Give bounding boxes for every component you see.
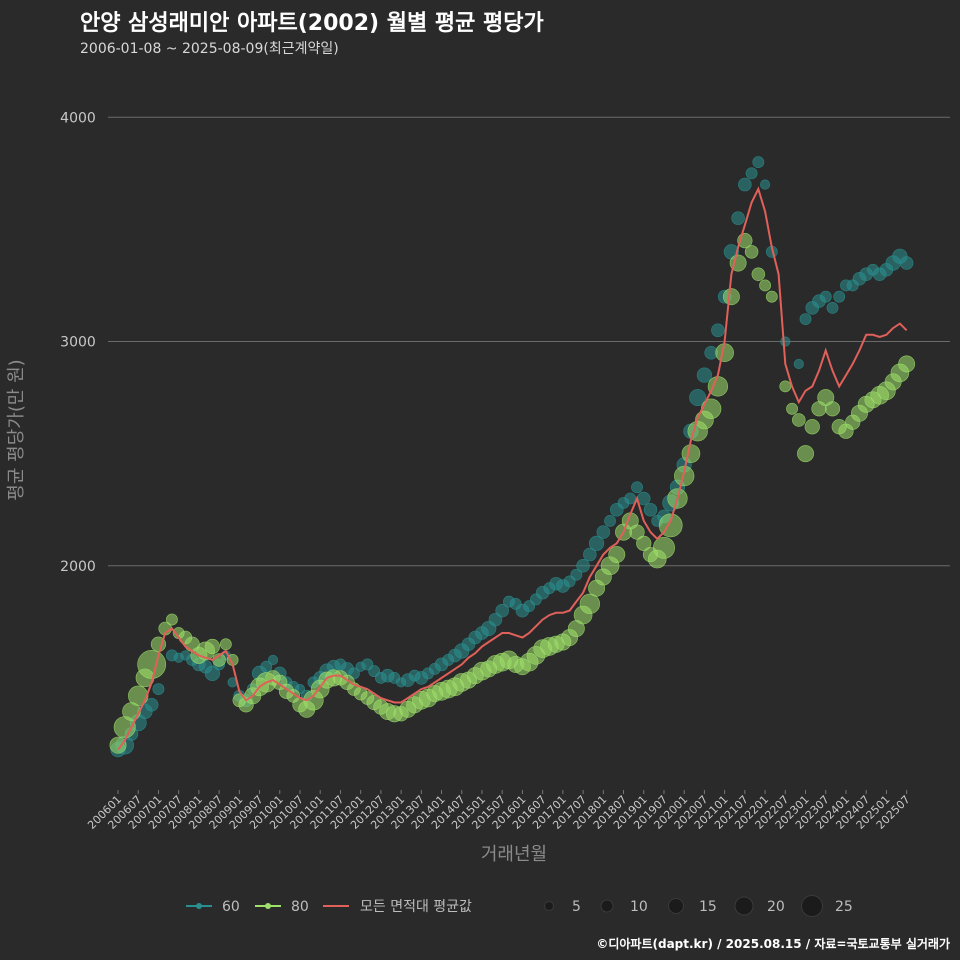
data-point — [780, 336, 791, 347]
series-average-line — [117, 186, 908, 751]
data-point — [696, 367, 713, 383]
size-legend-label: 5 — [572, 899, 581, 915]
size-legend-circle — [801, 895, 823, 917]
data-point — [166, 613, 178, 626]
legend-label-80: 80 — [291, 899, 309, 915]
legend-label-60: 60 — [222, 899, 240, 915]
footer-credit: ©디아파트(dapt.kr) / 2025.08.15 / 자료=국토교통부 실… — [596, 936, 950, 951]
data-point — [824, 401, 841, 417]
data-point — [689, 389, 707, 407]
y-tick-label: 3000 — [60, 335, 96, 351]
data-point — [109, 736, 127, 754]
legend-item-average[interactable]: 모든 면적대 평균값 — [323, 899, 472, 915]
data-point — [701, 398, 722, 419]
data-point — [608, 546, 626, 563]
size-legend-label: 25 — [835, 899, 853, 915]
size-legend: 5 10 15 20 25 — [544, 895, 853, 917]
chart-subtitle: 2006-01-08 ~ 2025-08-09(최근계약일) — [80, 41, 339, 57]
data-point — [579, 593, 600, 615]
data-point — [711, 323, 725, 338]
size-legend-label: 20 — [767, 899, 785, 915]
data-point — [144, 698, 159, 712]
legend: 60 80 모든 면적대 평균값 5 10 15 20 25 — [186, 895, 853, 917]
size-legend-label: 10 — [630, 899, 648, 915]
legend-item-60[interactable]: 60 — [186, 899, 240, 915]
data-point — [652, 536, 675, 559]
legend-label-average: 모든 면적대 평균값 — [360, 899, 472, 915]
size-legend-label: 15 — [699, 899, 717, 915]
data-point — [204, 665, 220, 681]
size-legend-circle — [668, 898, 684, 914]
data-point — [583, 547, 597, 562]
data-point — [204, 638, 220, 655]
data-point — [681, 444, 701, 463]
data-point — [751, 267, 766, 281]
data-point — [576, 559, 590, 573]
data-point — [899, 256, 914, 270]
data-point — [898, 355, 916, 373]
data-point — [786, 402, 798, 415]
size-legend-circle — [600, 899, 614, 913]
series-80-points — [109, 233, 916, 754]
data-point — [833, 290, 846, 303]
data-point — [759, 279, 771, 292]
data-point — [744, 245, 759, 259]
data-point — [674, 465, 695, 487]
data-point — [643, 502, 658, 517]
data-point — [738, 177, 752, 192]
data-point — [604, 515, 616, 527]
data-point — [752, 156, 765, 169]
x-axis-title: 거래년월 — [481, 844, 547, 865]
chart-title: 안양 삼성래미안 아파트(2002) 월별 평균 평당가 — [80, 11, 544, 36]
data-point — [631, 481, 643, 494]
y-axis-title: 평균 평당가(만 원) — [6, 359, 27, 500]
data-point — [219, 638, 232, 651]
data-point — [793, 358, 804, 369]
size-legend-circle — [734, 896, 754, 916]
data-point — [760, 179, 771, 190]
data-point — [804, 419, 820, 435]
data-point — [722, 288, 740, 306]
y-axis-ticks: 2000 3000 4000 — [60, 110, 96, 574]
data-point — [267, 654, 279, 665]
data-point — [779, 380, 792, 393]
data-point — [745, 167, 758, 180]
data-point — [570, 568, 583, 581]
y-tick-label: 2000 — [60, 559, 96, 575]
grid-lines — [108, 116, 950, 567]
data-point — [797, 445, 814, 463]
data-point — [826, 301, 839, 314]
data-point — [588, 535, 605, 551]
data-point — [765, 290, 778, 303]
data-point — [152, 683, 165, 695]
data-point — [819, 290, 832, 303]
data-point — [495, 603, 509, 618]
data-point — [128, 685, 149, 706]
size-legend-circle — [544, 901, 554, 911]
data-point — [799, 313, 812, 325]
legend-item-80[interactable]: 80 — [255, 899, 309, 915]
data-point — [629, 524, 645, 540]
data-point — [731, 211, 745, 225]
data-point — [596, 525, 611, 539]
data-point — [624, 492, 637, 505]
x-axis-ticks: 2006012006072007012007072008012008072009… — [85, 790, 913, 832]
data-point — [137, 650, 167, 679]
y-tick-label: 4000 — [60, 110, 96, 126]
data-point — [636, 535, 652, 551]
data-point — [792, 413, 806, 427]
